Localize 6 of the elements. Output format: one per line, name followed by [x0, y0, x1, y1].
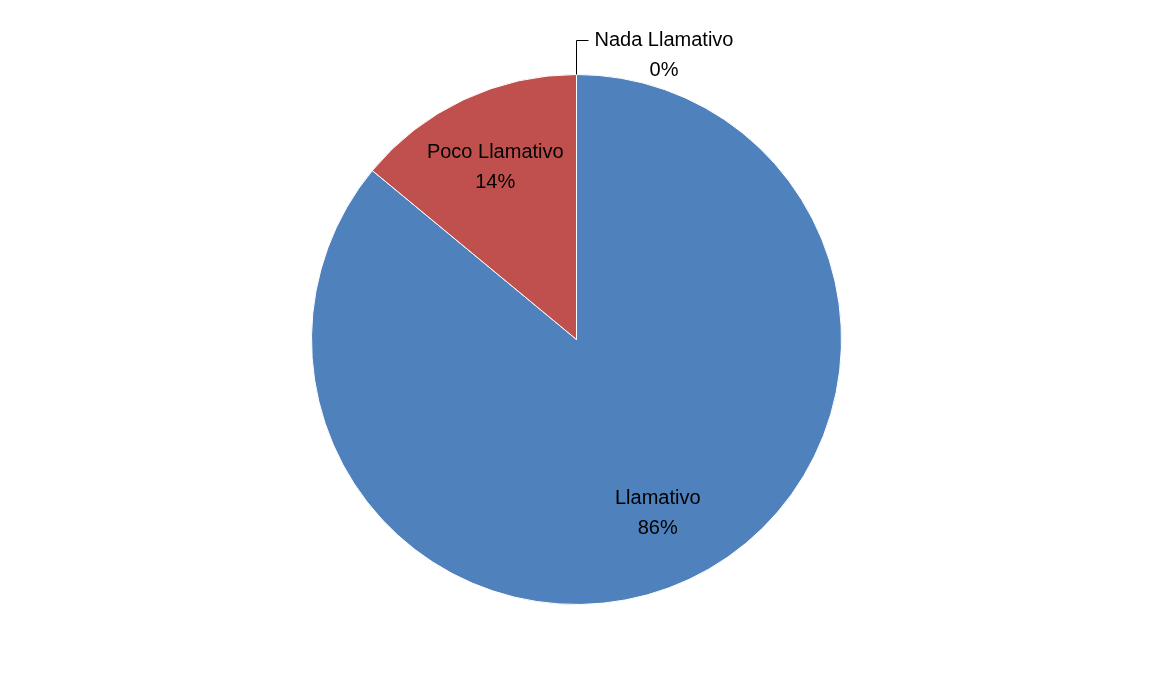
category-label: Nada Llamativo — [594, 28, 734, 51]
data-label: 14% — [475, 170, 516, 193]
text: 0% — [649, 58, 679, 81]
slice-label: Llamativo — [614, 485, 701, 508]
data-label: 86% — [637, 515, 678, 538]
slice-label: Poco Llamativo — [426, 140, 564, 163]
